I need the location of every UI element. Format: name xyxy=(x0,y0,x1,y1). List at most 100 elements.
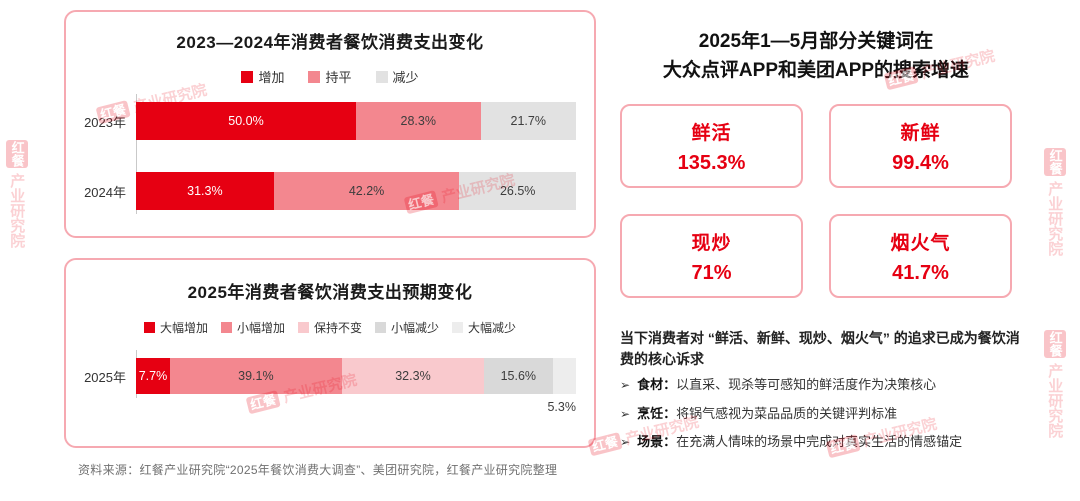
bar-value-label: 28.3% xyxy=(400,114,436,128)
bar-value-label: 32.3% xyxy=(395,369,431,383)
brand-watermark: 红餐产业研究院 xyxy=(1044,148,1066,256)
bar-row: 2024年 31.3% 42.2% 26.5% xyxy=(66,172,576,210)
source-note: 资料来源：红餐产业研究院“2025年餐饮消费大调查”、美团研究院，红餐产业研究院… xyxy=(78,463,558,477)
keywords-title-line1: 2025年1—5月部分关键词在 xyxy=(698,31,934,52)
bullet-label: 场景： xyxy=(637,434,677,450)
legend-swatch xyxy=(220,322,232,333)
legend-item: 小幅增加 xyxy=(220,319,285,336)
bullet-text: 以直采、现杀等可感知的鲜活度作为决策核心 xyxy=(676,377,937,392)
bar-value-label: 39.1% xyxy=(238,369,274,383)
bullet-label: 食材： xyxy=(637,377,677,392)
legend-label: 大幅减少 xyxy=(468,321,517,335)
keyword-grid: 鲜活 135.3% 新鲜 99.4% 现炒 71% 烟火气 41.7% xyxy=(620,104,1012,298)
keyword-value: 41.7% xyxy=(892,261,949,284)
bar-value-label: 5.3% xyxy=(547,400,576,414)
brand-logo-icon: 红餐 xyxy=(1044,330,1066,358)
keyword-label: 新鲜 xyxy=(900,122,941,144)
brand-watermark: 红餐产业研究院 xyxy=(1044,330,1066,438)
bar-segment: 39.1% xyxy=(169,358,342,394)
legend-item: 减少 xyxy=(375,67,419,86)
bar-category-label: 2025年 xyxy=(84,369,126,385)
bar-category-label: 2024年 xyxy=(84,184,126,200)
bar-value-label: 21.7% xyxy=(510,114,546,128)
chart-title: 2025年消费者餐饮消费支出预期变化 xyxy=(187,283,473,302)
brand-logo-icon: 红餐 xyxy=(6,140,28,168)
bar-value-label: 42.2% xyxy=(348,184,385,198)
bullet-text: 在充满人情味的场景中完成对真实生活的情感锚定 xyxy=(676,434,963,450)
legend-item: 大幅增加 xyxy=(143,319,208,336)
bullet-text: 将锅气感视为菜品品质的关键评判标准 xyxy=(676,405,898,421)
bar-segment: 5.3% xyxy=(547,358,576,414)
legend-item: 持平 xyxy=(308,67,352,86)
legend-item: 大幅减少 xyxy=(452,319,516,336)
brand-watermark: 红餐产业研究院 xyxy=(6,140,28,248)
chart-card-2023-2024: 2023—2024年消费者餐饮消费支出变化 增加 持平 减少 2023年 50.0% 2… xyxy=(64,10,596,238)
bullet-scene: 场景：在充满人情味的场景中完成对真实生活的情感锚定 xyxy=(620,433,1024,451)
insight-summary: 当下消费者对 “鲜活、新鲜、现炒、烟火气” 的追求已成为餐饮消费的核心诉求 xyxy=(620,330,1020,367)
bar-track: 50.0% 28.3% 21.7% xyxy=(136,102,576,140)
legend-label: 持平 xyxy=(325,70,352,85)
legend-label: 减少 xyxy=(392,70,419,85)
bar-segment: 42.2% xyxy=(273,172,460,210)
bullet-ingredients: 食材：以直采、现杀等可感知的鲜活度作为决策核心 xyxy=(620,376,1024,394)
legend-swatch xyxy=(143,322,155,333)
keyword-value: 135.3% xyxy=(677,151,746,174)
bar-value-label: 7.7% xyxy=(138,369,168,383)
legend-label: 小幅减少 xyxy=(391,321,440,335)
legend-label: 小幅增加 xyxy=(236,321,285,335)
legend-swatch xyxy=(375,322,386,333)
chart-legend: 增加 持平 减少 xyxy=(66,67,594,86)
legend-swatch xyxy=(452,322,464,333)
keyword-label: 烟火气 xyxy=(890,232,951,254)
legend-label: 保持不变 xyxy=(313,321,362,335)
brand-watermark-text: 产业研究院 xyxy=(1046,181,1064,256)
legend-item: 保持不变 xyxy=(297,319,362,336)
bar-segment: 31.3% xyxy=(136,172,274,210)
bar-chart: 2023年 50.0% 28.3% 21.7% 2024年 31.3% 42.2% 26.5% xyxy=(66,94,594,214)
bar-segment: 32.3% xyxy=(341,358,485,394)
bar-row: 2023年 50.0% 28.3% 21.7% xyxy=(66,102,576,140)
bar-track: 7.7% 39.1% 32.3% 15.6% 5.3% xyxy=(136,358,576,414)
bar-segment: 21.7% xyxy=(480,102,576,140)
keyword-value: 71% xyxy=(691,261,732,284)
legend-swatch xyxy=(308,70,321,83)
bar-segment: 15.6% xyxy=(484,358,553,394)
bar-track: 31.3% 42.2% 26.5% xyxy=(136,172,576,210)
bar-segment: 28.3% xyxy=(356,102,481,140)
insight-bullets: 食材：以直采、现杀等可感知的鲜活度作为决策核心 烹饪：将锅气感视为菜品品质的关键… xyxy=(620,376,1024,451)
chart-legend: 大幅增加 小幅增加 保持不变 小幅减少 大幅减少 xyxy=(66,319,594,336)
bar-segment: 50.0% xyxy=(136,102,356,140)
bar-category-label: 2023年 xyxy=(84,114,126,130)
bar-value-label: 26.5% xyxy=(499,184,536,198)
bar-value-label: 31.3% xyxy=(187,184,223,198)
brand-watermark-text: 产业研究院 xyxy=(1046,363,1064,438)
legend-item: 小幅减少 xyxy=(375,319,439,336)
keyword-label: 鲜活 xyxy=(691,122,732,144)
legend-swatch xyxy=(375,70,388,83)
keyword-card-fresh-live: 鲜活 135.3% xyxy=(620,104,803,188)
chart-card-2025-expectation: 2025年消费者餐饮消费支出预期变化 大幅增加 小幅增加 保持不变 小幅减少 大幅减少 … xyxy=(64,258,596,448)
bullet-label: 烹饪： xyxy=(637,405,677,421)
keyword-label: 现炒 xyxy=(691,232,732,254)
keywords-title-line2: 大众点评APP和美团APP的搜索增速 xyxy=(662,59,970,81)
legend-swatch xyxy=(241,70,254,83)
chart-title: 2023—2024年消费者餐饮消费支出变化 xyxy=(176,33,484,52)
keyword-card-fresh: 新鲜 99.4% xyxy=(829,104,1012,188)
bar-row: 2025年 7.7% 39.1% 32.3% 15.6% 5.3% xyxy=(66,358,576,414)
bar-value-label: 15.6% xyxy=(500,369,537,383)
legend-label: 增加 xyxy=(258,70,285,85)
bar-segment: 7.7% xyxy=(136,358,170,394)
keyword-card-stir-fry: 现炒 71% xyxy=(620,214,803,298)
legend-label: 大幅增加 xyxy=(159,321,208,335)
legend-item: 增加 xyxy=(241,67,284,86)
legend-swatch xyxy=(297,322,309,333)
keyword-card-fire-vibe: 烟火气 41.7% xyxy=(829,214,1012,298)
brand-logo-icon: 红餐 xyxy=(1044,148,1066,176)
keywords-title: 2025年1—5月部分关键词在 大众点评APP和美团APP的搜索增速 xyxy=(618,28,1014,85)
bar-segment: 26.5% xyxy=(459,172,576,210)
bar-chart: 2025年 7.7% 39.1% 32.3% 15.6% 5.3% xyxy=(66,350,594,414)
bullet-cooking: 烹饪：将锅气感视为菜品品质的关键评判标准 xyxy=(620,405,1024,423)
bar-value-label: 50.0% xyxy=(228,114,264,128)
keyword-value: 99.4% xyxy=(892,151,949,174)
brand-watermark-text: 产业研究院 xyxy=(8,173,26,248)
